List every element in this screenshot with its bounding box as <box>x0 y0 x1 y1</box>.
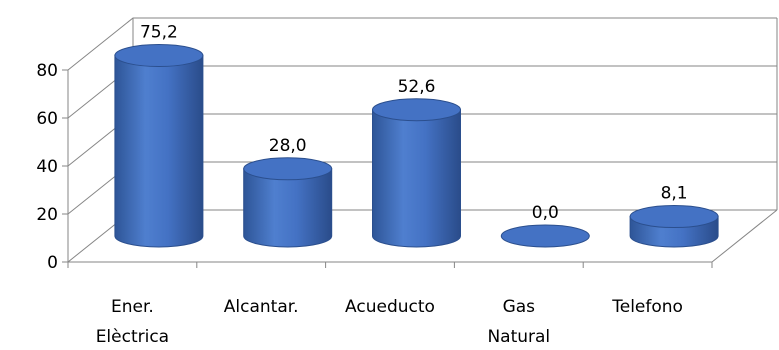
bar <box>629 205 719 248</box>
bar-body <box>114 55 204 248</box>
gridline <box>67 17 777 71</box>
data-label: 8,1 <box>661 184 688 204</box>
category-label: Gas <box>503 297 536 317</box>
y-tick-label: 20 <box>36 205 58 225</box>
data-label: 52,6 <box>398 77 436 97</box>
floor-right-edge <box>711 209 778 263</box>
bar <box>243 157 333 248</box>
category-label: Acueducto <box>345 297 435 317</box>
bar <box>500 224 590 248</box>
data-label: 75,2 <box>140 23 178 43</box>
bar-top <box>243 157 333 181</box>
bar <box>372 98 461 248</box>
category-label: Alcantar. <box>224 297 299 317</box>
y-tick-label: 0 <box>47 253 58 273</box>
x-axis: Ener. Elèctrica Alcantar. Acueducto Gas Natur… <box>67 209 778 347</box>
category-label: Natural <box>487 327 550 347</box>
bars <box>114 44 719 248</box>
bar-top <box>114 44 204 68</box>
data-label: 0,0 <box>532 203 559 223</box>
bar-top <box>500 224 590 248</box>
y-tick-label: 60 <box>36 109 58 129</box>
bar <box>114 44 204 248</box>
data-labels: 75,2 28,0 52,6 0,0 8,1 <box>140 23 688 223</box>
y-tick-label: 40 <box>36 157 58 177</box>
category-label: Telefono <box>611 297 683 317</box>
category-label: Ener. <box>111 297 154 317</box>
bar-body <box>243 168 333 248</box>
y-tick-label: 80 <box>36 61 58 81</box>
category-label: Elèctrica <box>96 327 169 347</box>
data-label: 28,0 <box>269 136 307 156</box>
bar-top <box>372 98 461 122</box>
bar-body <box>372 109 461 248</box>
y-axis: 0 20 40 60 80 <box>36 61 68 273</box>
bar-top <box>629 205 719 229</box>
